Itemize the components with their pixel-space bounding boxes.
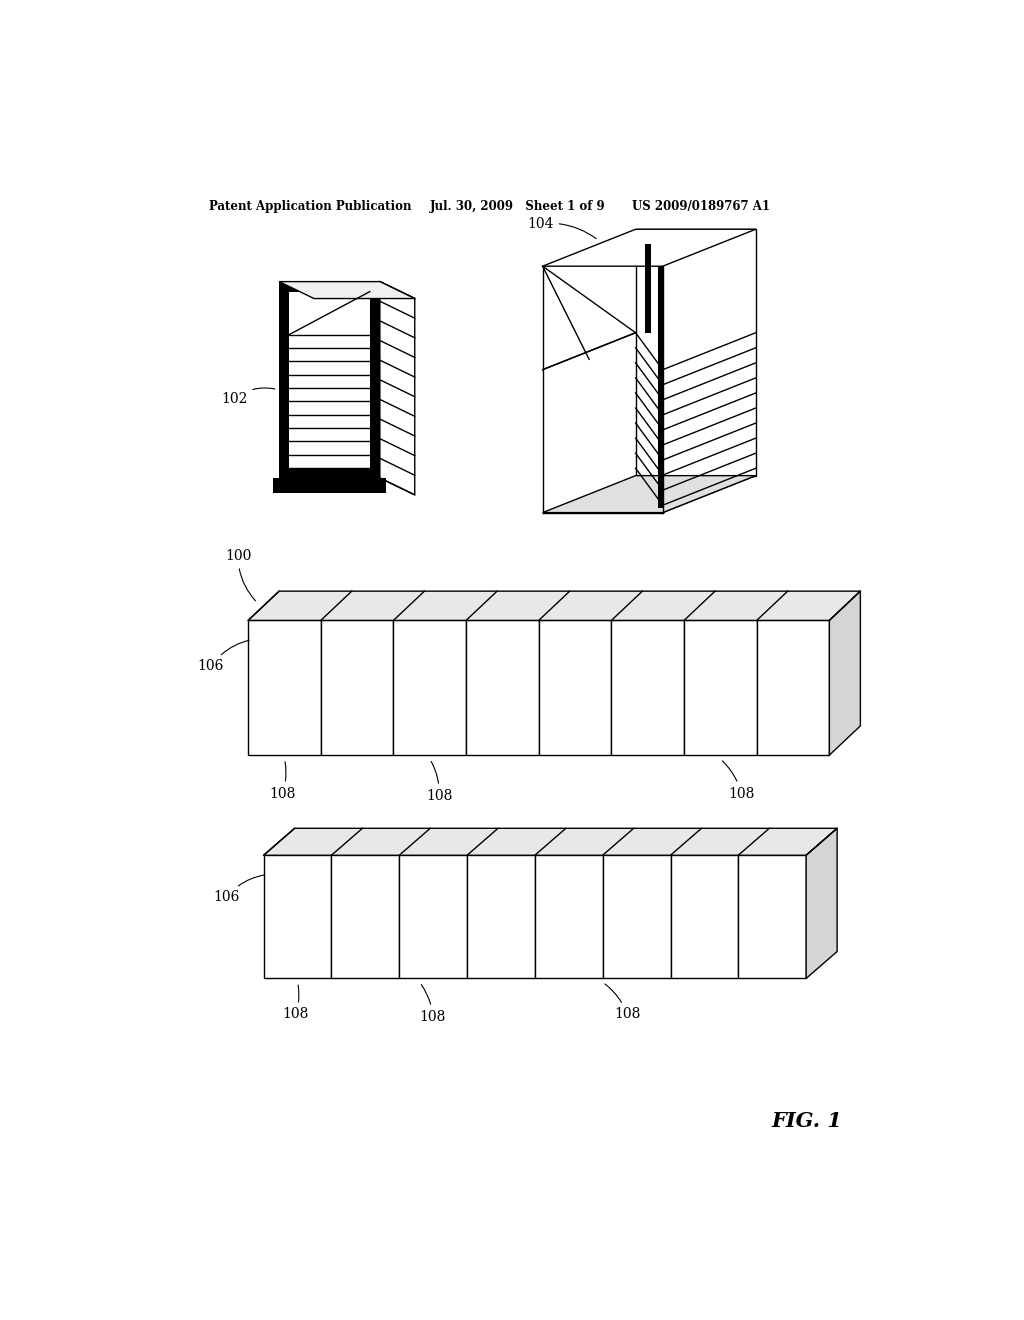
Polygon shape	[321, 620, 393, 755]
Bar	[280, 281, 289, 478]
Polygon shape	[332, 855, 399, 978]
Polygon shape	[829, 591, 860, 755]
Polygon shape	[543, 475, 756, 512]
Polygon shape	[248, 620, 321, 755]
Polygon shape	[684, 620, 757, 755]
Polygon shape	[535, 855, 603, 978]
Polygon shape	[466, 620, 539, 755]
Bar	[658, 267, 664, 508]
Polygon shape	[603, 855, 671, 978]
Text: 108: 108	[420, 985, 446, 1024]
Text: Jul. 30, 2009   Sheet 1 of 9: Jul. 30, 2009 Sheet 1 of 9	[430, 199, 606, 213]
Bar	[645, 244, 650, 333]
Text: Patent Application Publication: Patent Application Publication	[209, 199, 412, 213]
Text: 108: 108	[426, 762, 453, 803]
Polygon shape	[636, 230, 756, 475]
Polygon shape	[263, 829, 838, 855]
Text: 106: 106	[198, 640, 249, 673]
Text: 102: 102	[221, 388, 274, 407]
Polygon shape	[280, 281, 415, 298]
Bar	[273, 478, 386, 494]
Text: 108: 108	[269, 762, 295, 800]
Text: 108: 108	[722, 760, 755, 800]
Text: 108: 108	[605, 983, 641, 1022]
Polygon shape	[757, 620, 829, 755]
Polygon shape	[393, 620, 466, 755]
Polygon shape	[543, 230, 756, 267]
Bar	[280, 281, 380, 478]
Bar	[370, 281, 380, 478]
Polygon shape	[611, 620, 684, 755]
Polygon shape	[399, 855, 467, 978]
Text: FIG. 1: FIG. 1	[771, 1111, 842, 1131]
Polygon shape	[263, 855, 332, 978]
Polygon shape	[663, 230, 756, 512]
Polygon shape	[738, 855, 806, 978]
Bar	[280, 469, 380, 478]
Polygon shape	[467, 855, 535, 978]
Polygon shape	[539, 620, 611, 755]
Polygon shape	[671, 855, 738, 978]
Text: 104: 104	[527, 216, 596, 239]
Text: 108: 108	[282, 985, 308, 1022]
Bar	[280, 281, 380, 292]
Polygon shape	[248, 591, 860, 620]
Text: 106: 106	[213, 875, 265, 904]
Text: US 2009/0189767 A1: US 2009/0189767 A1	[632, 199, 770, 213]
Polygon shape	[380, 281, 415, 495]
Polygon shape	[806, 829, 838, 978]
Text: 100: 100	[225, 549, 256, 601]
